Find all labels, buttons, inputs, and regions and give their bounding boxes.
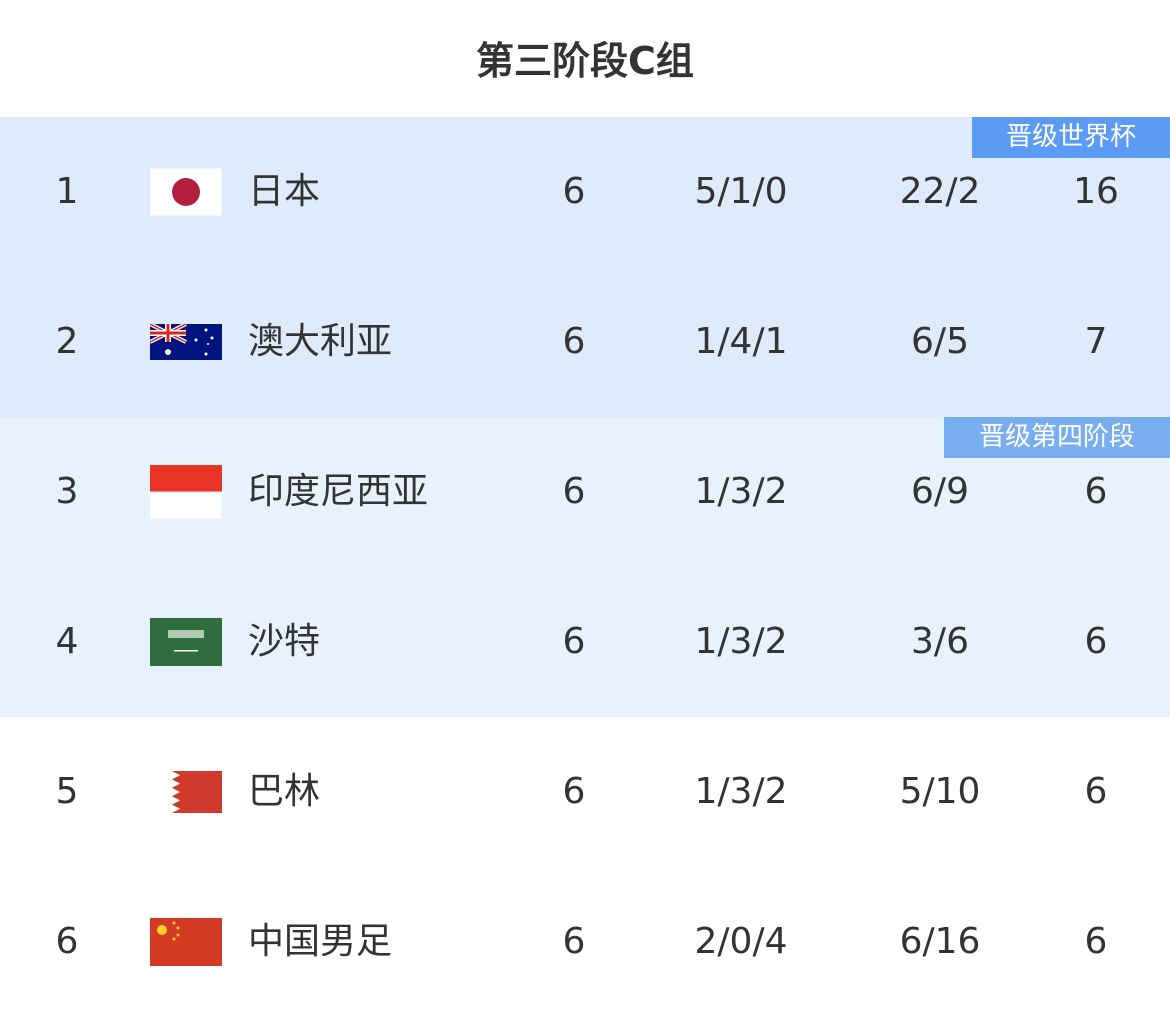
table-row[interactable]: 5 巴林 6 1/3/2 5/10 6	[0, 717, 1170, 867]
points-cell: 6	[1084, 621, 1108, 662]
group-title: 第三阶段C组	[476, 39, 694, 83]
goals-cell: 6/9	[911, 471, 969, 512]
played-cell: 6	[562, 321, 586, 362]
indonesia-flag-icon	[150, 465, 222, 523]
win-draw-loss-cell: 1/4/1	[694, 321, 788, 362]
rank-cell: 5	[55, 771, 79, 812]
points-cell: 6	[1084, 471, 1108, 512]
table-row[interactable]: 2 澳大利亚 6 1/4/1 6/5 7	[0, 267, 1170, 417]
table-row[interactable]: 3 印度尼西亚 6 1/3/2 6/9 6 晋级第四阶段	[0, 417, 1170, 567]
team-name: 沙特	[248, 621, 321, 662]
goals-cell: 22/2	[899, 171, 981, 212]
rank-cell: 1	[55, 171, 79, 212]
points-cell: 16	[1073, 171, 1119, 212]
rank-cell: 6	[55, 921, 79, 962]
japan-flag-icon	[150, 168, 222, 220]
goals-cell: 6/5	[911, 321, 969, 362]
goals-cell: 6/16	[899, 921, 981, 962]
played-cell: 6	[562, 471, 586, 512]
win-draw-loss-cell: 5/1/0	[694, 171, 788, 212]
qualification-badge: 晋级第四阶段	[944, 417, 1170, 458]
table-row[interactable]: 6 中国男足 6 2/0/4 6/16 6	[0, 867, 1170, 1017]
played-cell: 6	[562, 171, 586, 212]
points-cell: 6	[1084, 921, 1108, 962]
team-name: 巴林	[248, 771, 321, 812]
team-name: 日本	[248, 171, 321, 212]
played-cell: 6	[562, 771, 586, 812]
team-name: 中国男足	[248, 921, 393, 962]
goals-cell: 3/6	[911, 621, 969, 662]
table-row[interactable]: 4 沙特 6 1/3/2 3/6 6	[0, 567, 1170, 717]
points-cell: 6	[1084, 771, 1108, 812]
win-draw-loss-cell: 1/3/2	[694, 621, 788, 662]
win-draw-loss-cell: 1/3/2	[694, 771, 788, 812]
saudi-arabia-flag-icon	[150, 618, 222, 670]
rank-cell: 3	[55, 471, 79, 512]
played-cell: 6	[562, 921, 586, 962]
team-name: 印度尼西亚	[248, 471, 429, 512]
points-cell: 7	[1084, 321, 1108, 362]
win-draw-loss-cell: 2/0/4	[694, 921, 788, 962]
team-name: 澳大利亚	[248, 321, 393, 362]
china-flag-icon	[150, 918, 222, 970]
played-cell: 6	[562, 621, 586, 662]
goals-cell: 5/10	[899, 771, 981, 812]
win-draw-loss-cell: 1/3/2	[694, 471, 788, 512]
australia-flag-icon	[150, 324, 222, 364]
qualification-badge: 晋级世界杯	[972, 117, 1170, 158]
bahrain-flag-icon	[150, 771, 222, 817]
table-row[interactable]: 1 日本 6 5/1/0 22/2 16 晋级世界杯	[0, 117, 1170, 267]
rank-cell: 2	[55, 321, 79, 362]
rank-cell: 4	[55, 621, 79, 662]
